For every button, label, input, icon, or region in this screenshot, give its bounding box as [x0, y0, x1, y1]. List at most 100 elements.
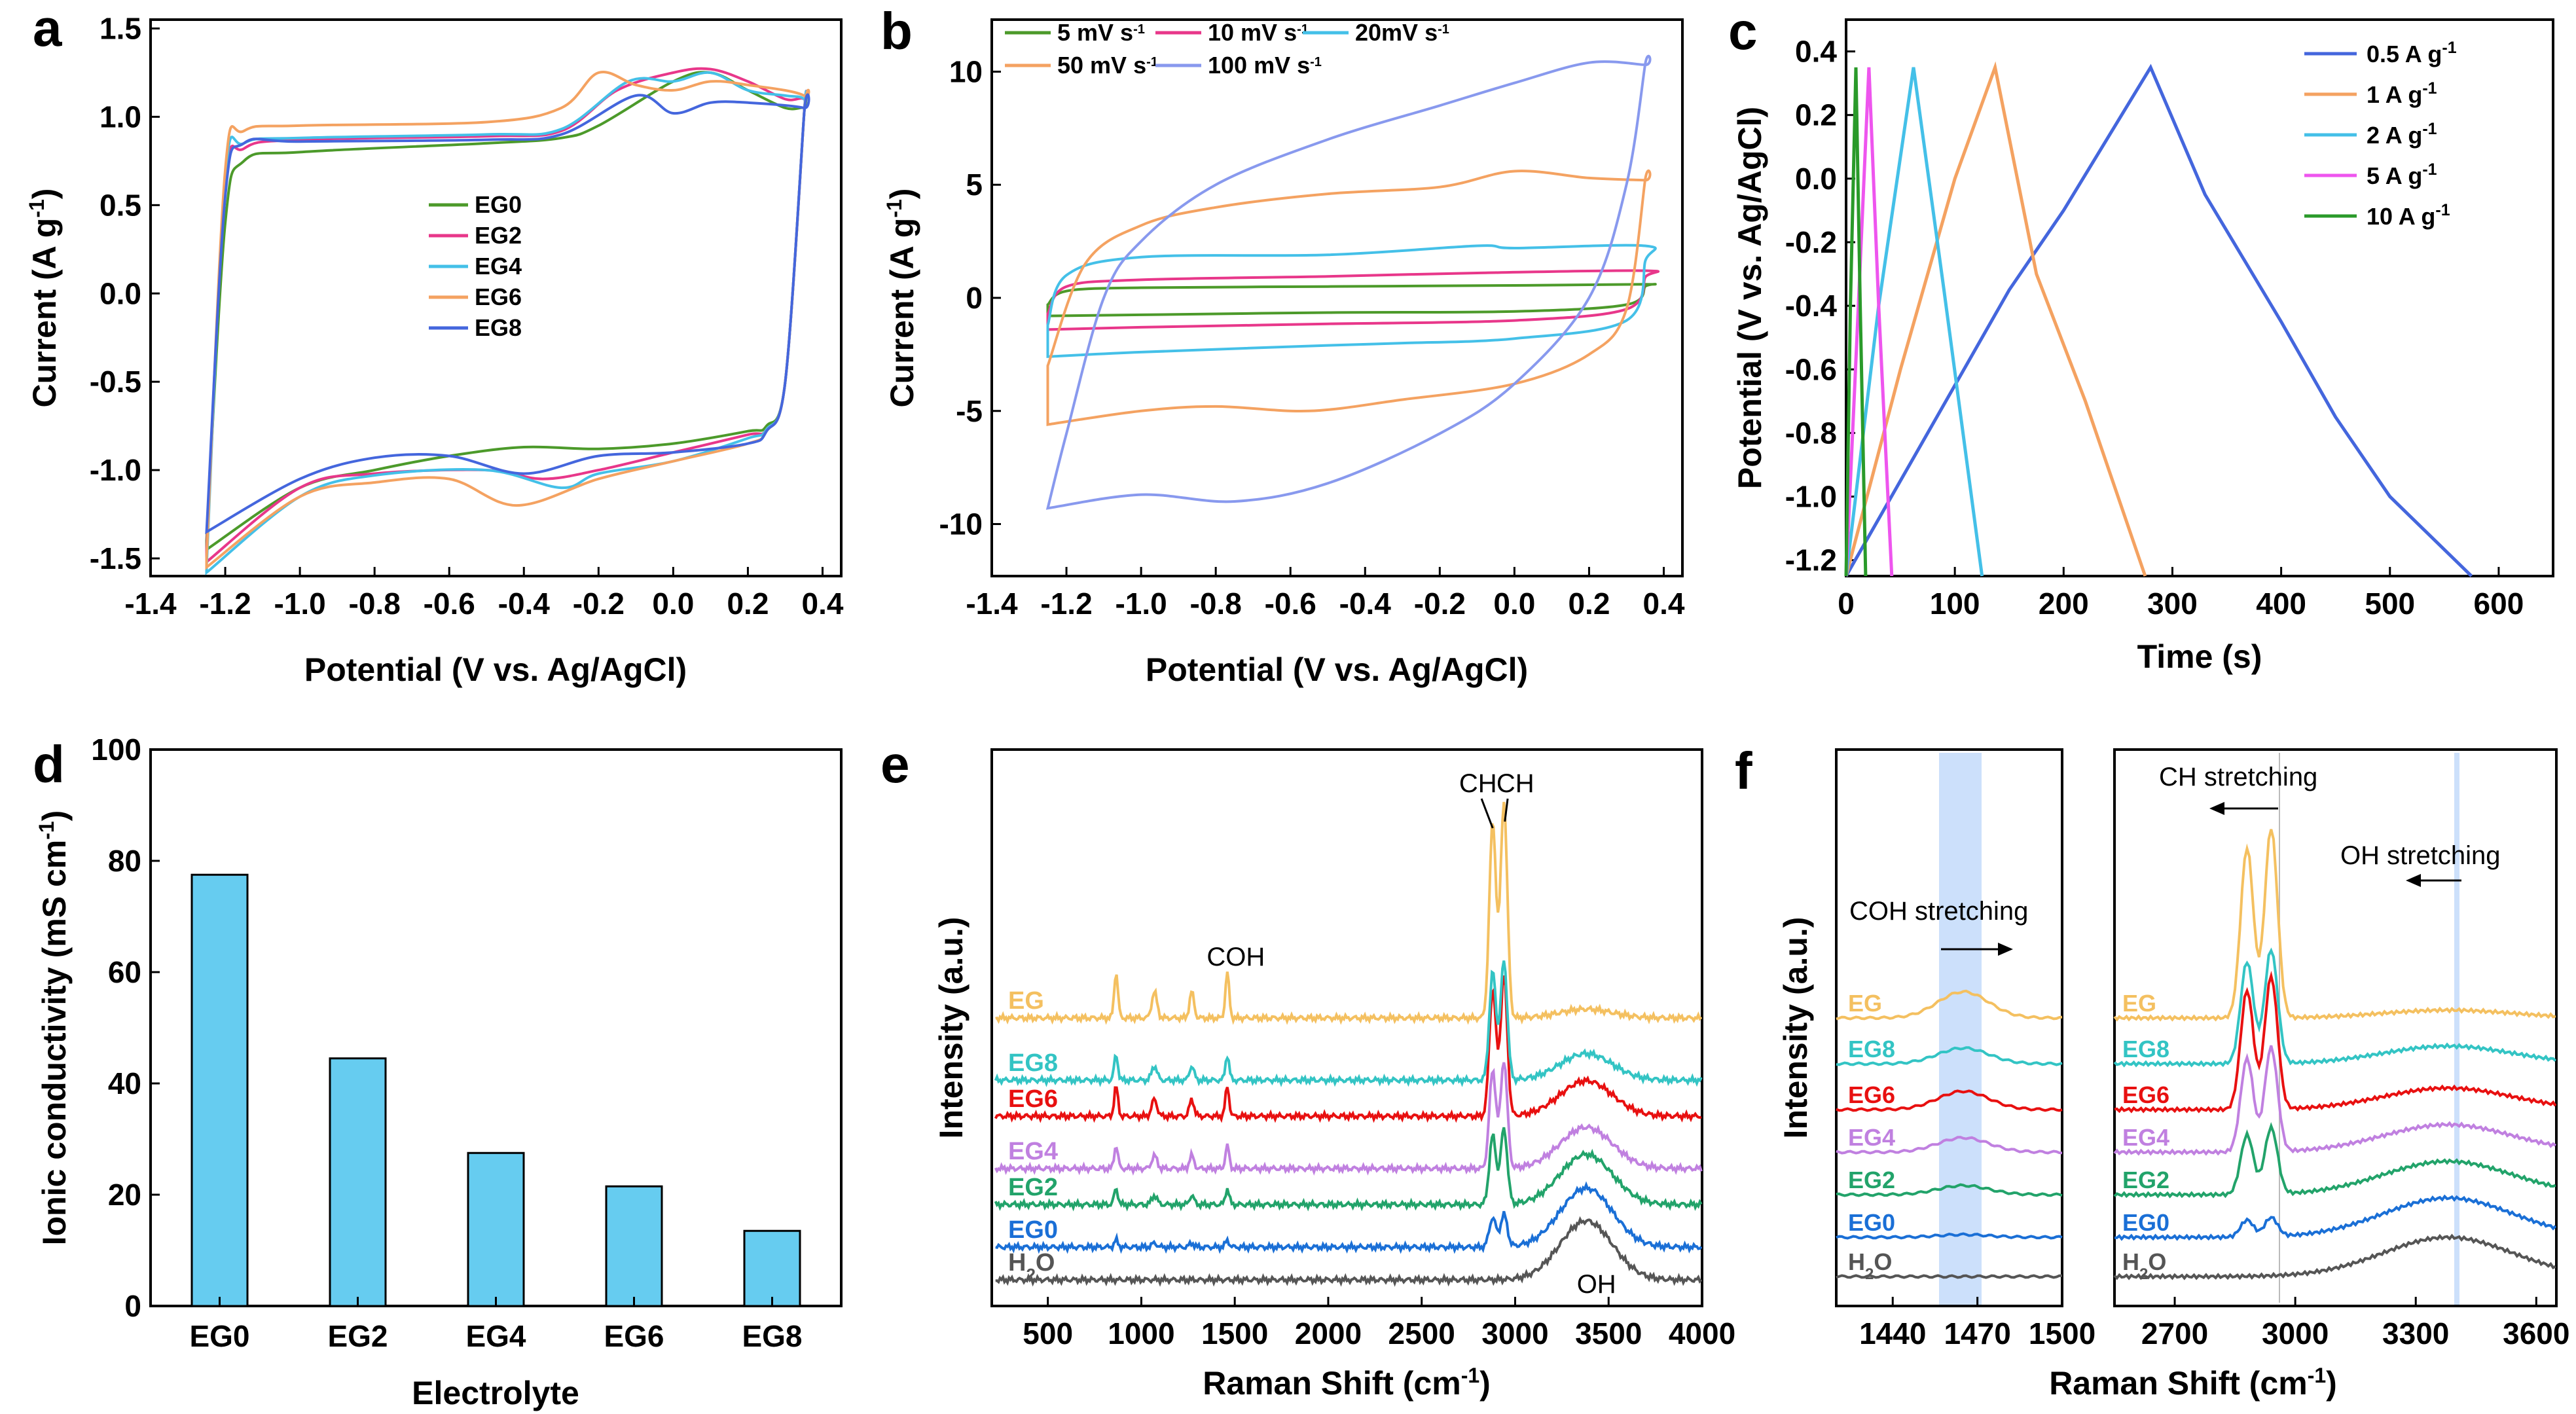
panel-a-x-tick-label: -0.6	[424, 587, 475, 621]
panel-c-y-tick-label: 0.4	[1795, 35, 1837, 69]
panel-f-series-label: EG	[1848, 990, 1882, 1017]
panel-b-x-tick-label: 0.2	[1568, 587, 1610, 621]
panel-b-cv-scan-rates: -1.4 -1.2 -1.0 -0.8 -0.6 -0.4 -0.2 0.0 0.2 0.4 -1…	[882, 18, 1685, 688]
panel-e-series-label: EG	[1008, 987, 1044, 1015]
panel-e-annot-ch-2: CH	[1497, 769, 1534, 798]
panel-a-x-tick-label: 0.4	[802, 587, 844, 621]
panel-e-x-tick-label: 3000	[1481, 1316, 1548, 1351]
panel-f-oh-highlight	[2454, 753, 2459, 1306]
panel-e-series-eg6	[994, 975, 1702, 1123]
panel-d-bar-eg4	[467, 1151, 525, 1307]
panel-e-y-title: Intensity (a.u.)	[933, 917, 970, 1139]
panel-b-x-tick-label: 0.0	[1493, 587, 1535, 621]
panel-c-x-tick-label: 200	[2039, 587, 2089, 621]
panel-f-left-series	[1836, 1232, 2063, 1240]
panel-c-series	[1844, 63, 2473, 577]
panel-f-raman-zoom: 1440 1470 1500 2700 3000 3300 3600 H2O H2O EG0 EG…	[1777, 748, 2569, 1402]
panel-b-x-title: Potential (V vs. Ag/AgCl)	[1146, 651, 1528, 688]
panel-c-x-tick-label: 400	[2256, 587, 2306, 621]
panel-f-right-series	[2113, 1122, 2556, 1199]
panel-d-x-tick-label: EG6	[604, 1319, 664, 1353]
legend-label: EG0	[475, 191, 522, 218]
panel-a-series-eg0	[205, 71, 808, 553]
panel-c-frame	[1845, 18, 2554, 577]
panel-e-series-label: EG4	[1008, 1138, 1058, 1165]
panel-f-series-label: EG0	[1848, 1209, 1895, 1236]
panel-b-x-tick-label: -0.2	[1414, 587, 1466, 621]
panel-f-left-series	[1836, 1136, 2063, 1155]
legend-label: EG8	[475, 314, 522, 341]
legend-label: 100 mV s-1	[1208, 52, 1322, 79]
panel-d-y-tick-label: 0	[124, 1289, 141, 1323]
panel-f-right-x-tick-label: 2700	[2141, 1316, 2208, 1351]
panel-a-y-title: Current (A g-1)	[25, 189, 63, 408]
panel-b-series	[1045, 54, 1652, 510]
panel-e-series-eg	[995, 801, 1703, 1025]
panel-f-right-frame	[2113, 748, 2558, 1307]
panel-d-x-tick-label: EG2	[327, 1319, 388, 1353]
panel-d-x-tick-label: EG0	[189, 1319, 249, 1353]
panel-c-y-tick-label: -0.4	[1785, 289, 1838, 323]
panel-f-x-ticks: 1440 1470 1500 2700 3000 3300 3600	[1859, 1297, 2569, 1351]
panel-a-series	[205, 67, 810, 575]
panel-c-x-tick-label: 500	[2365, 587, 2415, 621]
legend-label: 10 A g-1	[2367, 201, 2450, 230]
panel-a-y-tick-label: 1.0	[100, 100, 141, 134]
panel-e-series-label: EG2	[1008, 1174, 1058, 1201]
panel-e-raman-full: 500 1000 1500 2000 2500 3000 3500 4000 H2O EG0 EG…	[933, 748, 1735, 1402]
panel-d-x-tick-label: EG4	[465, 1319, 526, 1353]
panel-b-x-tick-label: -0.8	[1190, 587, 1242, 621]
panel-c-gcd-curves: 0 100 200 300 400 500 600 -1.2 -1.0 -0.8 -0.6 -0.4…	[1732, 18, 2554, 675]
panel-e-x-ticks: 500 1000 1500 2000 2500 3000 3500 4000	[1023, 1297, 1735, 1351]
panel-e-series-label: H2O	[1008, 1249, 1055, 1284]
panel-b-series	[1046, 169, 1652, 426]
panel-d-y-tick-label: 80	[108, 844, 141, 878]
panel-e-series-label: EG6	[1008, 1085, 1058, 1113]
panel-f-left-series	[1836, 1274, 2062, 1279]
panel-e-series-eg2	[994, 1127, 1703, 1212]
panel-c-series	[1844, 61, 2147, 577]
panel-a-x-ticks: -1.4 -1.2 -1.0 -0.8 -0.6 -0.4 -0.2 0.0 0.2 0.4	[124, 567, 844, 621]
panel-c-y-title: Potential (V vs. Ag/AgCl)	[1732, 107, 1768, 489]
panel-b-legend: 5 mV s-1 10 mV s-1 20mV s-1 50 mV s-1 100 mV…	[1005, 19, 1449, 79]
panel-f-left-x-tick-label: 1470	[1944, 1316, 2010, 1351]
panel-c-y-tick-label: -0.6	[1785, 352, 1837, 386]
legend-label: EG4	[475, 253, 522, 280]
panel-f-left-frame	[1835, 748, 2063, 1307]
panel-c-y-tick-label: -0.2	[1785, 225, 1837, 259]
panel-e-annotations: COH CH CH OH	[1206, 769, 1616, 1299]
panel-b-x-tick-label: -1.4	[966, 587, 1018, 621]
panel-d-y-tick-label: 60	[108, 955, 141, 989]
panel-f-series-label: H2O	[2122, 1248, 2166, 1283]
panel-c-series	[1844, 61, 2473, 577]
panel-c-x-ticks: 0 100 200 300 400 500 600	[1838, 567, 2524, 621]
panel-e-series-label: EG0	[1008, 1216, 1058, 1244]
panel-e-series-label: EG8	[1008, 1049, 1058, 1077]
panel-a-x-tick-label: -0.4	[498, 587, 551, 621]
panel-d-y-tick-label: 40	[108, 1066, 141, 1100]
panel-e-series-eg4	[994, 1062, 1703, 1176]
legend-label: 10 mV s-1	[1208, 19, 1309, 46]
panel-b-y-tick-label: 0	[966, 281, 983, 315]
panel-f-series-label: EG4	[1848, 1124, 1895, 1151]
panel-f-series-label: EG8	[2122, 1036, 2169, 1062]
panel-e-annot-coh: COH	[1206, 943, 1265, 971]
panel-label-a: a	[33, 0, 62, 57]
panel-c-y-tick-label: -1.0	[1785, 480, 1837, 514]
panel-d-y-title: Ionic conductivity (mS cm-1)	[35, 810, 73, 1246]
panel-c-series	[1844, 67, 1984, 577]
panel-b-y-tick-label: -5	[956, 394, 983, 428]
panel-f-left-x-tick-label: 1500	[2029, 1316, 2095, 1351]
panel-f-annot-coh: COH stretching	[1849, 897, 2028, 926]
panel-f-left-series	[1836, 1046, 2063, 1066]
panel-a-legend: EG0 EG2 EG4 EG6 EG8	[429, 191, 522, 341]
panel-c-y-tick-label: -1.2	[1785, 543, 1837, 577]
panel-f-series-label: EG0	[2122, 1209, 2169, 1236]
panel-d-bars: EG0 EG2 EG4 EG6 EG8	[189, 873, 803, 1353]
panel-d-bar-eg6	[605, 1185, 663, 1307]
panel-b-y-ticks: -10 -5 0 5 10	[939, 54, 1001, 541]
panel-e-series-h2o	[995, 1216, 1703, 1287]
legend-label: 0.5 A g-1	[2367, 39, 2457, 67]
panel-b-y-tick-label: 10	[949, 54, 983, 88]
panel-c-legend: 0.5 A g-1 1 A g-1 2 A g-1 5 A g-1 10 A g-1	[2304, 39, 2457, 230]
